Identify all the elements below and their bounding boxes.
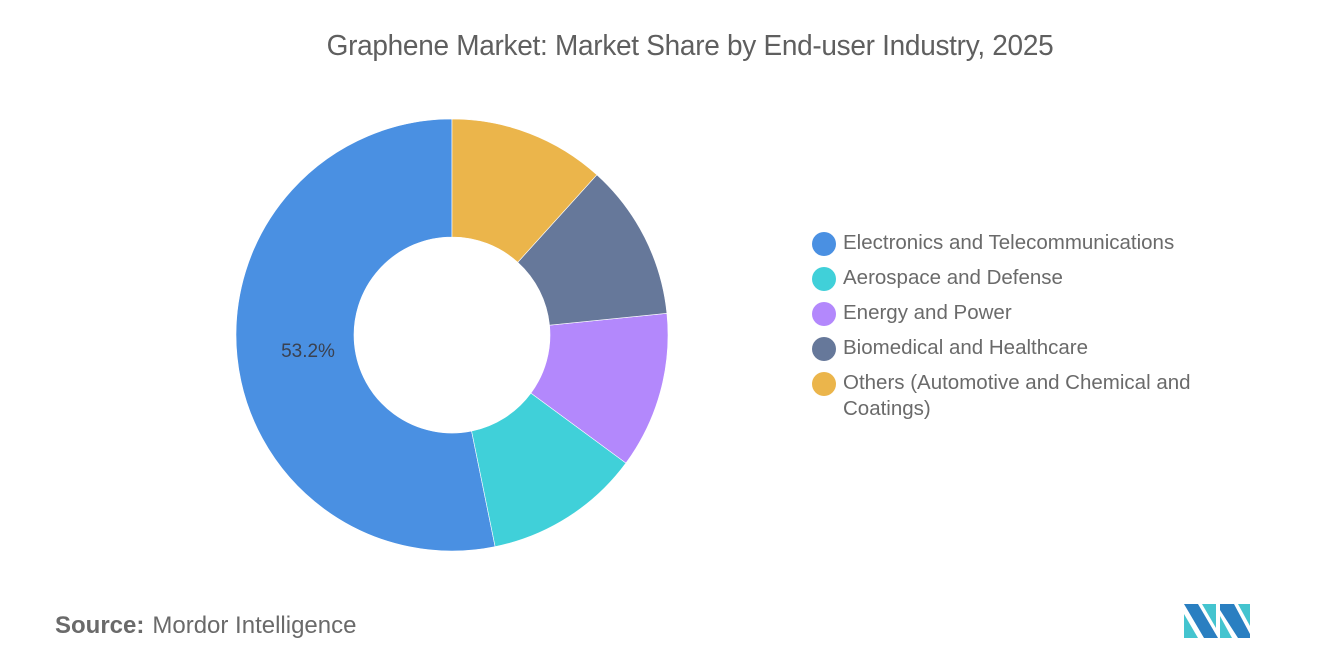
donut-slice-aerospace[interactable] xyxy=(471,392,627,548)
legend-item-energy[interactable]: Energy and Power xyxy=(812,300,1232,326)
legend-swatch-icon xyxy=(812,372,836,396)
donut-slice-others[interactable] xyxy=(451,118,598,263)
donut-slice-biomedical[interactable] xyxy=(517,174,668,326)
legend-label: Others (Automotive and Chemical and Coat… xyxy=(843,371,1191,420)
chart-title: Graphene Market: Market Share by End-use… xyxy=(326,30,1054,62)
source-footer: Source: Mordor Intelligence xyxy=(55,612,356,640)
legend-item-others[interactable]: Others (Automotive and Chemical and Coat… xyxy=(812,370,1232,422)
legend-label: Aerospace and Defense xyxy=(843,266,1063,289)
legend-swatch-icon xyxy=(812,267,836,291)
legend-label: Electronics and Telecommunications xyxy=(843,231,1175,254)
legend-swatch-icon xyxy=(812,232,836,256)
source-key: Source: xyxy=(55,612,145,639)
legend-label: Biomedical and Healthcare xyxy=(843,336,1088,359)
donut-slices xyxy=(235,118,669,552)
legend-swatch-icon xyxy=(812,302,836,326)
mordor-intelligence-logo-icon xyxy=(1184,604,1250,638)
legend-swatch-icon xyxy=(812,337,836,361)
legend-item-biomedical[interactable]: Biomedical and Healthcare xyxy=(812,335,1232,361)
legend-item-aerospace[interactable]: Aerospace and Defense xyxy=(812,265,1232,291)
chart-legend: Electronics and Telecommunications Aeros… xyxy=(812,230,1232,431)
legend-item-electronics[interactable]: Electronics and Telecommunications xyxy=(812,230,1232,256)
source-value: Mordor Intelligence xyxy=(152,612,357,639)
slice-label-electronics: 53.2% xyxy=(281,341,335,362)
donut-slice-electronics[interactable] xyxy=(235,118,496,552)
legend-label: Energy and Power xyxy=(843,301,1012,324)
donut-slice-energy[interactable] xyxy=(530,312,669,464)
